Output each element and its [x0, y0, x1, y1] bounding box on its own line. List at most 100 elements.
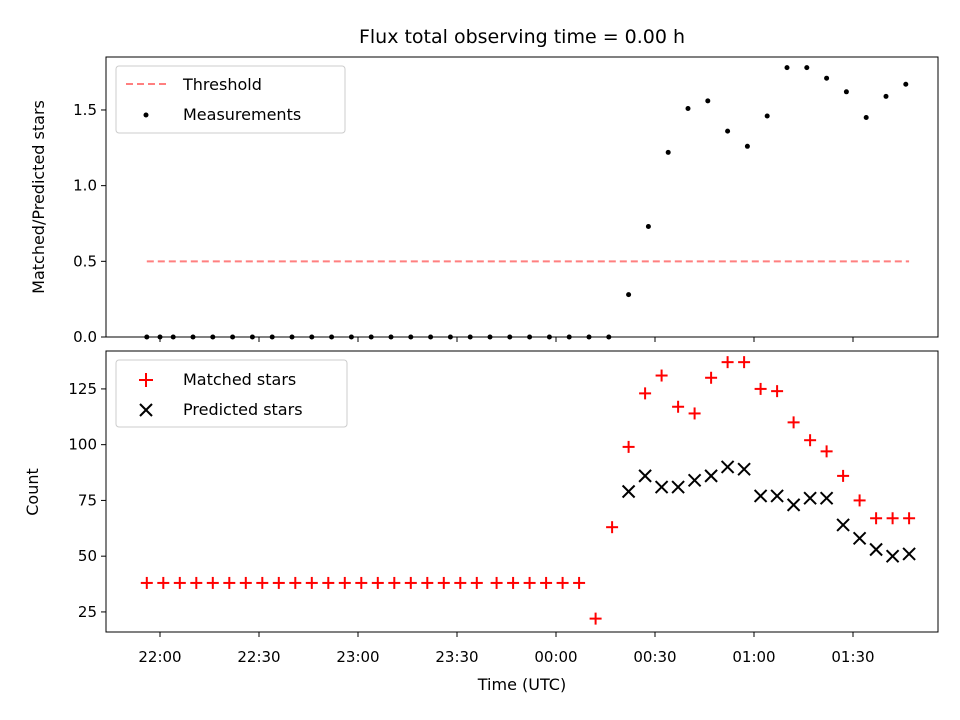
matched-star-point	[589, 612, 602, 625]
measurement-point	[645, 224, 651, 230]
predicted-stars-legend-label: Predicted stars	[183, 400, 303, 419]
matched-star-point	[272, 576, 285, 589]
x-axis-label: Time (UTC)	[477, 675, 566, 694]
predicted-star-point	[687, 473, 702, 488]
measurement-point	[368, 334, 374, 340]
predicted-star-point	[803, 491, 817, 505]
x-tick-label: 00:30	[633, 648, 676, 666]
measurement-point	[447, 334, 453, 340]
measurement-point	[804, 65, 810, 71]
y-tick-label: 1.0	[73, 177, 97, 195]
measurement-point	[824, 75, 830, 81]
measurement-point	[157, 334, 163, 340]
matched-star-point	[490, 576, 503, 589]
matched-star-point	[223, 576, 236, 589]
bottom-panel: 25 50 75 100 125 22:00 22:30 23:00 23:30 00:00 00…	[23, 350, 939, 694]
measurement-point	[487, 334, 493, 340]
matched-star-point	[190, 576, 203, 589]
predicted-star-point	[786, 498, 801, 512]
matched-star-point	[338, 576, 351, 589]
matched-star-point	[404, 576, 417, 589]
measurement-point	[269, 334, 275, 340]
x-tick-label: 23:00	[336, 648, 379, 666]
matched-star-point	[388, 576, 401, 589]
measurement-point	[626, 292, 632, 298]
bottom-legend-box	[115, 359, 348, 428]
measurement-point	[883, 93, 889, 99]
predicted-star-point	[638, 469, 652, 483]
measurement-point	[606, 334, 612, 340]
measurement-point	[843, 89, 849, 95]
matched-star-point	[837, 469, 850, 482]
measurement-point	[903, 81, 909, 87]
matched-star-point	[672, 400, 685, 413]
measurements-legend-swatch	[143, 112, 149, 118]
predicted-star-point	[737, 462, 751, 476]
matched-star-point	[239, 576, 252, 589]
predicted-star-point	[852, 531, 867, 546]
measurement-point	[764, 113, 770, 119]
measurement-point	[725, 128, 731, 134]
matched-stars-legend-label: Matched stars	[183, 370, 296, 389]
predicted-star-point	[671, 480, 685, 494]
measurement-point	[408, 334, 414, 340]
matched-star-point	[820, 445, 833, 458]
measurement-point	[170, 334, 176, 340]
top-x-ticks	[159, 337, 854, 342]
matched-star-point	[157, 576, 170, 589]
matched-star-point	[688, 407, 701, 420]
y-tick-label: 75	[78, 491, 97, 509]
measurement-point	[249, 334, 255, 340]
predicted-stars-legend-swatch	[139, 403, 153, 417]
measurement-point	[863, 115, 869, 121]
measurement-point	[566, 334, 572, 340]
bottom-y-axis-label: Count	[23, 468, 42, 516]
measurement-point	[586, 334, 592, 340]
predicted-star-point	[836, 518, 850, 532]
y-tick-label: 100	[68, 436, 97, 454]
predicted-star-point	[902, 547, 916, 561]
measurement-point	[546, 334, 552, 340]
matched-star-point	[454, 576, 467, 589]
predicted-star-point	[654, 480, 669, 494]
matched-star-point	[870, 512, 883, 525]
x-tick-label: 23:30	[435, 648, 478, 666]
matched-star-point	[853, 494, 866, 507]
measurement-point	[744, 143, 750, 149]
top-y-ticks: 0.0 0.5 1.0 1.5	[73, 101, 106, 346]
predicted-star-point	[770, 489, 784, 503]
matched-star-point	[655, 369, 668, 382]
measurement-point	[289, 334, 295, 340]
measurement-point	[348, 334, 354, 340]
y-tick-label: 25	[78, 603, 97, 621]
matched-star-point	[721, 356, 734, 369]
x-tick-label: 22:30	[237, 648, 280, 666]
matched-star-point	[371, 576, 384, 589]
matched-star-point	[355, 576, 368, 589]
matched-star-point	[206, 576, 219, 589]
predicted-star-point	[753, 489, 768, 503]
matched-stars-legend-swatch	[139, 373, 153, 387]
predicted-star-point	[869, 542, 883, 557]
measurement-point	[428, 334, 434, 340]
measurement-point	[144, 334, 150, 340]
measurement-point	[665, 149, 671, 155]
matched-star-point	[507, 576, 520, 589]
measurement-point	[329, 334, 335, 340]
figure-title: Flux total observing time = 0.00 h	[359, 26, 685, 48]
bottom-legend: Matched stars Predicted stars	[115, 359, 348, 428]
bottom-y-ticks: 25 50 75 100 125	[68, 380, 106, 621]
measurement-point	[705, 98, 711, 104]
y-tick-label: 125	[68, 380, 97, 398]
measurement-point	[210, 334, 216, 340]
y-tick-label: 1.5	[73, 101, 97, 119]
matched-star-point	[140, 576, 153, 589]
matched-star-point	[305, 576, 318, 589]
bottom-plot-area	[140, 356, 916, 625]
measurement-point	[388, 334, 394, 340]
predicted-star-point	[704, 469, 718, 483]
matched-star-point	[738, 356, 751, 369]
matched-star-point	[886, 512, 899, 525]
measurement-point	[527, 334, 533, 340]
